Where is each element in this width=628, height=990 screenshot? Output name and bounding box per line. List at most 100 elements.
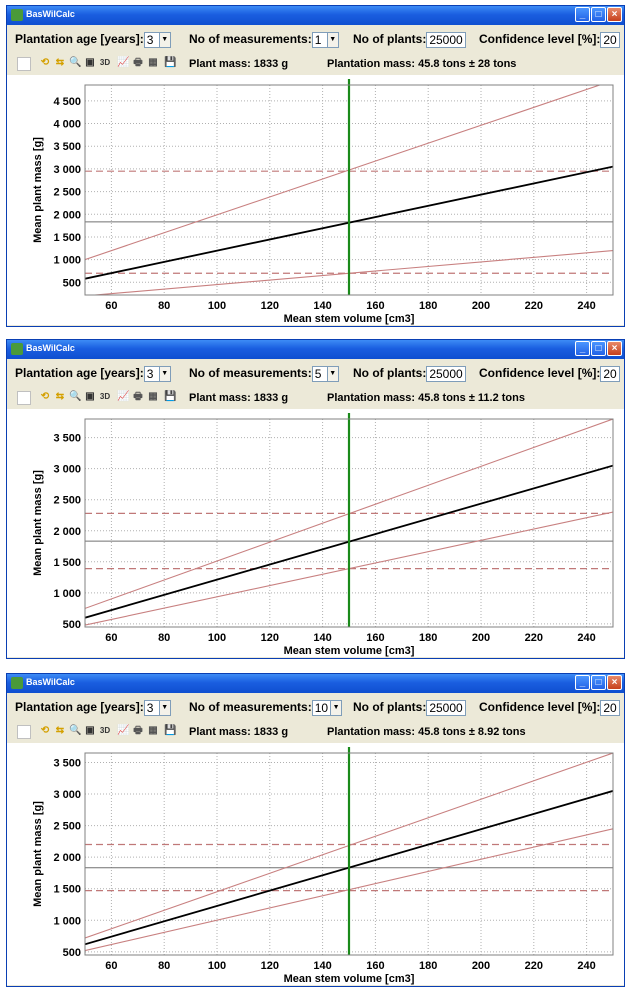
measurements-select[interactable]: 10 ▼ <box>311 700 343 716</box>
print-icon[interactable]: 🖶 <box>133 725 143 736</box>
chevron-down-icon[interactable]: ▼ <box>158 366 171 382</box>
chevron-down-icon[interactable]: ▼ <box>326 32 339 48</box>
x-tick-label: 100 <box>208 960 226 972</box>
plants-input[interactable]: 25000 <box>426 700 466 716</box>
calculator-window-2: BasWilCalc _ □ × Plantation age [years]:… <box>6 339 625 659</box>
confidence-input[interactable]: 20 <box>600 32 620 48</box>
zoom-box-icon[interactable]: ▣ <box>85 725 95 736</box>
copy-icon[interactable]: ▦ <box>148 57 158 68</box>
minimize-icon[interactable]: _ <box>575 675 590 690</box>
confidence-label: Confidence level [%]: <box>479 700 601 715</box>
measurements-param: No of measurements: 10 ▼ <box>189 700 343 716</box>
refresh-icon[interactable]: ⟲ <box>40 725 50 736</box>
refresh-icon[interactable]: ⟲ <box>40 391 50 402</box>
zoom-box-icon[interactable]: ▣ <box>85 57 95 68</box>
3d-icon[interactable]: 3D <box>99 58 111 67</box>
window-controls: _ □ × <box>575 675 622 690</box>
copy-icon[interactable]: ▦ <box>148 725 158 736</box>
confidence-param: Confidence level [%]: 20 <box>479 700 620 716</box>
move-icon[interactable]: ⇆ <box>55 725 65 736</box>
x-tick-label: 240 <box>577 960 595 972</box>
x-tick-label: 160 <box>366 960 384 972</box>
chevron-down-icon[interactable]: ▼ <box>326 366 339 382</box>
y-tick-label: 1 000 <box>53 915 81 927</box>
title-bar[interactable]: BasWilCalc _ □ × <box>7 340 624 359</box>
plantation-age-select[interactable]: 3 ▼ <box>143 32 171 48</box>
toolbar: ⟲ ⇆ 🔍 ▣ 3D 📈 🖶 ▦ 💾 Plant mass: 1833 g Pl… <box>7 53 624 75</box>
close-icon[interactable]: × <box>607 7 622 22</box>
calculator-window-3: BasWilCalc _ □ × Plantation age [years]:… <box>6 673 625 987</box>
blank-icon[interactable] <box>17 725 31 739</box>
y-tick-label: 3 000 <box>53 789 81 801</box>
mass-chart: 60 80 100 120 140 160 180 200 220 240 500 1 000 1 50… <box>32 747 614 985</box>
measurements-select[interactable]: 5 ▼ <box>311 366 339 382</box>
plot-area: 60 80 100 120 140 160 180 200 220 240 500 1 000 1 50… <box>7 743 624 985</box>
print-icon[interactable]: 🖶 <box>133 391 143 402</box>
save-icon[interactable]: 💾 <box>164 391 177 402</box>
save-icon[interactable]: 💾 <box>164 57 177 68</box>
y-axis-label: Mean plant mass [g] <box>32 137 44 243</box>
window-title: BasWilCalc <box>26 9 75 19</box>
title-bar[interactable]: BasWilCalc _ □ × <box>7 674 624 693</box>
x-tick-label: 100 <box>208 632 226 644</box>
maximize-icon[interactable]: □ <box>591 675 606 690</box>
y-tick-label: 2 000 <box>53 526 81 538</box>
title-bar[interactable]: BasWilCalc _ □ × <box>7 6 624 25</box>
blank-icon[interactable] <box>17 391 31 405</box>
y-tick-label: 500 <box>63 947 81 959</box>
maximize-icon[interactable]: □ <box>591 7 606 22</box>
refresh-icon[interactable]: ⟲ <box>40 57 50 68</box>
y-tick-label: 3 500 <box>53 433 81 445</box>
plants-param: No of plants: 25000 <box>353 366 466 382</box>
plot-area: 60 80 100 120 140 160 180 200 220 240 500 1 000 1 50… <box>7 409 624 657</box>
y-tick-label: 3 000 <box>53 464 81 476</box>
chevron-down-icon[interactable]: ▼ <box>158 700 171 716</box>
confidence-label: Confidence level [%]: <box>479 366 601 381</box>
chart-edit-icon[interactable]: 📈 <box>117 57 130 68</box>
3d-icon[interactable]: 3D <box>99 726 111 735</box>
y-tick-label: 2 500 <box>53 187 81 199</box>
plantation-age-label: Plantation age [years]: <box>15 366 144 381</box>
x-tick-label: 160 <box>366 300 384 312</box>
print-icon[interactable]: 🖶 <box>133 57 143 68</box>
measurements-select[interactable]: 1 ▼ <box>311 32 339 48</box>
chart-edit-icon[interactable]: 📈 <box>117 391 130 402</box>
zoom-icon[interactable]: 🔍 <box>69 725 82 736</box>
x-tick-label: 120 <box>261 300 279 312</box>
zoom-box-icon[interactable]: ▣ <box>85 391 95 402</box>
x-tick-label: 60 <box>105 960 117 972</box>
plants-input[interactable]: 25000 <box>426 32 466 48</box>
confidence-input[interactable]: 20 <box>600 366 620 382</box>
save-icon[interactable]: 💾 <box>164 725 177 736</box>
plantation-age-select[interactable]: 3 ▼ <box>143 700 171 716</box>
confidence-input[interactable]: 20 <box>600 700 620 716</box>
plantation-age-param: Plantation age [years]: 3 ▼ <box>15 366 171 382</box>
zoom-icon[interactable]: 🔍 <box>69 391 82 402</box>
plants-input[interactable]: 25000 <box>426 366 466 382</box>
copy-icon[interactable]: ▦ <box>148 391 158 402</box>
minimize-icon[interactable]: _ <box>575 341 590 356</box>
move-icon[interactable]: ⇆ <box>55 57 65 68</box>
blank-icon[interactable] <box>17 57 31 71</box>
parameter-row: Plantation age [years]: 3 ▼ No of measurem… <box>7 693 624 721</box>
y-tick-label: 3 000 <box>53 164 81 176</box>
zoom-icon[interactable]: 🔍 <box>69 57 82 68</box>
close-icon[interactable]: × <box>607 675 622 690</box>
move-icon[interactable]: ⇆ <box>55 391 65 402</box>
x-tick-label: 160 <box>366 632 384 644</box>
plant-mass-readout: Plant mass: 1833 g <box>189 392 289 404</box>
plant-mass-readout: Plant mass: 1833 g <box>189 58 289 70</box>
chevron-down-icon[interactable]: ▼ <box>158 32 171 48</box>
plantation-age-select[interactable]: 3 ▼ <box>143 366 171 382</box>
mass-chart: 60 80 100 120 140 160 180 200 220 240 500 1 000 1 50… <box>32 79 614 325</box>
3d-icon[interactable]: 3D <box>99 392 111 401</box>
toolbar: ⟲ ⇆ 🔍 ▣ 3D 📈 🖶 ▦ 💾 Plant mass: 1833 g Pl… <box>7 387 624 409</box>
minimize-icon[interactable]: _ <box>575 7 590 22</box>
close-icon[interactable]: × <box>607 341 622 356</box>
plot-frame <box>84 418 614 628</box>
maximize-icon[interactable]: □ <box>591 341 606 356</box>
chart-edit-icon[interactable]: 📈 <box>117 725 130 736</box>
plantation-mass-readout: Plantation mass: 45.8 tons ± 28 tons <box>327 58 517 70</box>
chevron-down-icon[interactable]: ▼ <box>330 700 343 716</box>
y-tick-label: 1 500 <box>53 557 81 569</box>
